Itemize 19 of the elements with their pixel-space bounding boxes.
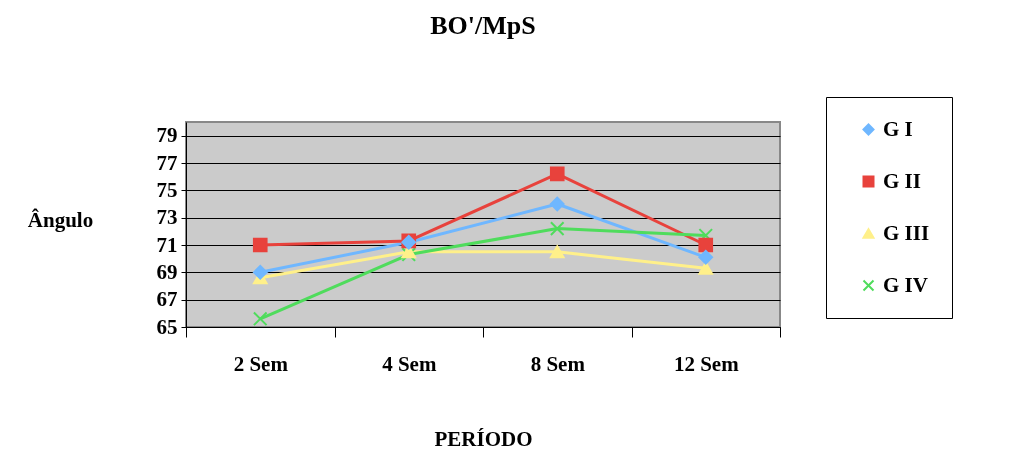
y-tick-label: 75 (156, 177, 178, 202)
x-tick-label: 12 Sem (673, 351, 740, 376)
y-tick-label: 71 (156, 232, 178, 257)
x-tick-label: 8 Sem (530, 351, 586, 376)
y-tick-label: 67 (156, 287, 178, 312)
y-tick-label: 77 (156, 150, 178, 175)
legend-label: G IV (883, 272, 928, 297)
y-tick-label: 65 (156, 314, 178, 339)
x-tick-label: 4 Sem (382, 351, 437, 376)
x-axis-title: PERÍODO (434, 426, 533, 451)
legend-label: G I (883, 116, 913, 141)
y-tick-label: 79 (156, 123, 178, 148)
y-tick-label: 69 (156, 259, 178, 284)
x-tick-label: 2 Sem (233, 351, 289, 376)
legend-label: G II (883, 168, 921, 193)
chart-title: BO'/MpS (430, 10, 536, 40)
y-tick-label: 73 (156, 205, 178, 230)
legend-label: G III (883, 220, 930, 245)
y-axis-title: Ângulo (27, 207, 94, 232)
